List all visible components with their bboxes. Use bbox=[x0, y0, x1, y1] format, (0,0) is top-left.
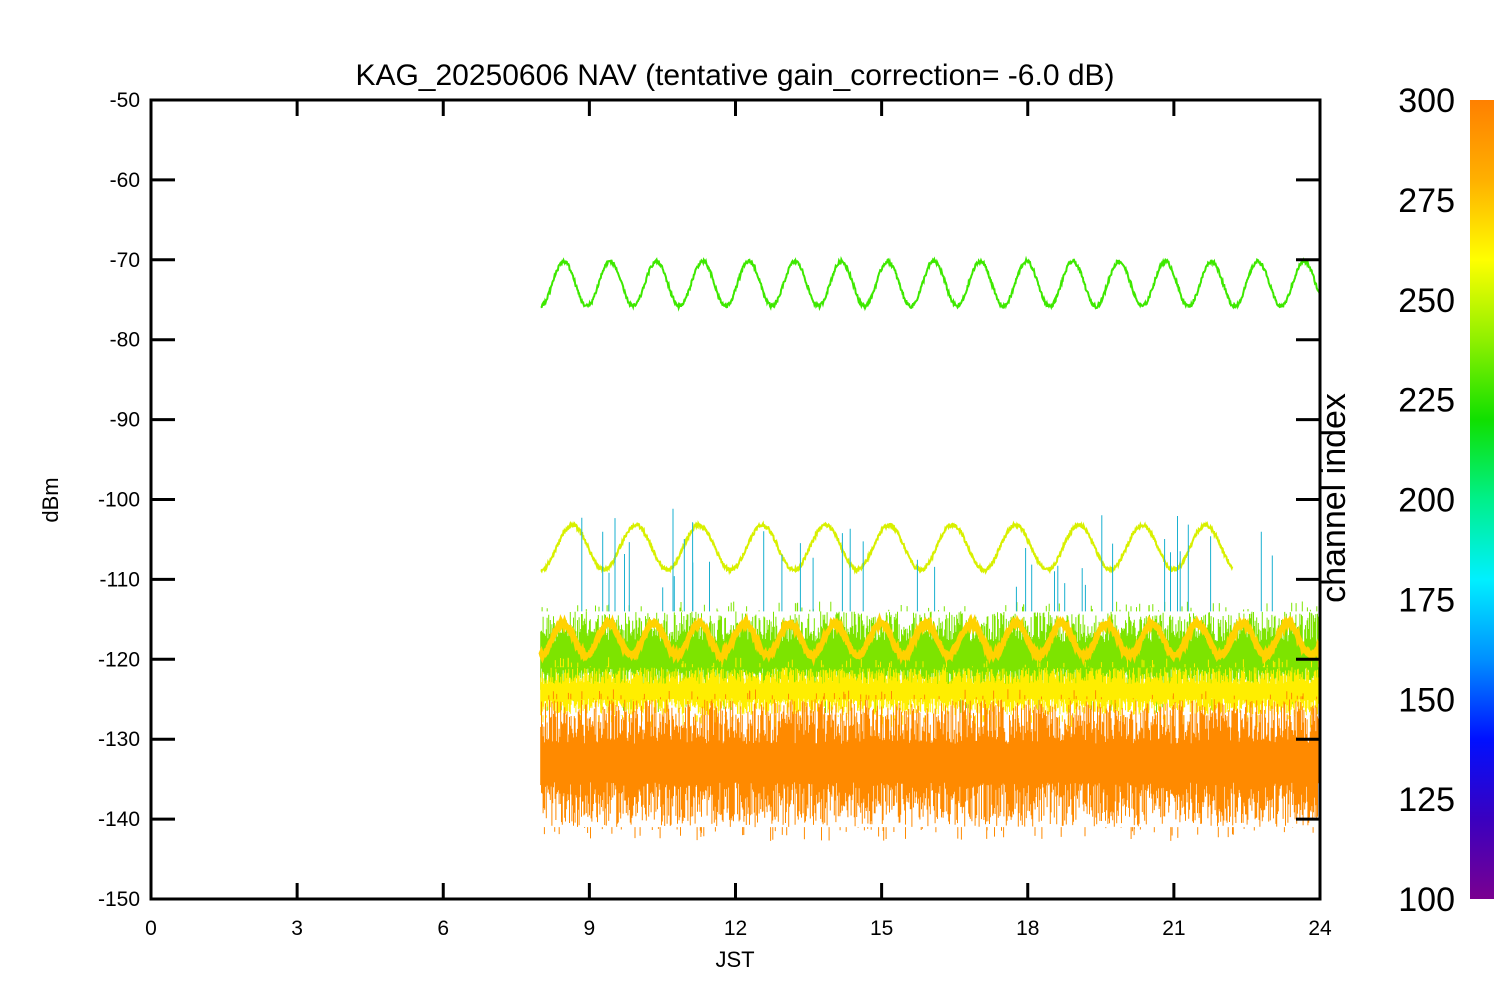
noise-outliers bbox=[543, 689, 1318, 841]
colorbar-tick-label: 275 bbox=[1398, 182, 1455, 220]
y-tick-label: -80 bbox=[110, 329, 140, 352]
x-tick-label: 18 bbox=[1016, 917, 1039, 940]
oscillating-series-0 bbox=[540, 255, 1320, 312]
x-axis-label: JST bbox=[715, 947, 754, 972]
oscillating-series-1 bbox=[540, 520, 1234, 576]
y-tick-label: -120 bbox=[98, 648, 140, 671]
colorbar-tick-label: 150 bbox=[1398, 681, 1455, 719]
y-tick-label: -140 bbox=[98, 808, 140, 831]
x-tick-label: 21 bbox=[1162, 917, 1185, 940]
colorbar-tick-label: 175 bbox=[1398, 581, 1455, 619]
x-tick-label: 0 bbox=[145, 917, 157, 940]
colorbar-tick-label: 125 bbox=[1398, 781, 1455, 819]
oscillating-series-2 bbox=[538, 612, 1320, 667]
y-axis-label: dBm bbox=[38, 477, 63, 522]
y-tick-label: -90 bbox=[110, 409, 140, 432]
y-tick-label: -70 bbox=[110, 249, 140, 272]
chart-title: KAG_20250606 NAV (tentative gain_correct… bbox=[355, 59, 1114, 92]
colorbar-label: channel index bbox=[1315, 393, 1353, 603]
y-tick-label: -60 bbox=[110, 169, 140, 192]
colorbar-tick-label: 100 bbox=[1398, 881, 1455, 919]
data-layer bbox=[538, 255, 1320, 841]
y-tick-label: -150 bbox=[98, 888, 140, 911]
x-tick-label: 3 bbox=[291, 917, 303, 940]
noise-band bbox=[540, 699, 1320, 828]
spike-series bbox=[581, 508, 1273, 612]
noise-band-series-2 bbox=[540, 689, 1320, 841]
noise-band bbox=[540, 667, 1320, 716]
x-tick-label: 24 bbox=[1308, 917, 1332, 940]
colorbar-tick-label: 300 bbox=[1398, 82, 1455, 120]
colorbar: 300 275 250 225 200 175 150 125 100 bbox=[1398, 82, 1494, 919]
y-tick-label: -50 bbox=[110, 89, 140, 112]
x-tick-label: 12 bbox=[724, 917, 747, 940]
ticks-layer: 0 3 6 9 12 15 18 21 24 -50 -60 -70 -80 -90 -100 -110 -12… bbox=[98, 89, 1332, 940]
y-tick-label: -130 bbox=[98, 728, 140, 751]
x-tick-label: 9 bbox=[584, 917, 596, 940]
noise-band bbox=[540, 611, 1320, 700]
x-tick-label: 15 bbox=[870, 917, 893, 940]
y-tick-label: -100 bbox=[98, 489, 140, 512]
x-tick-label: 6 bbox=[437, 917, 449, 940]
colorbar-gradient bbox=[1470, 100, 1494, 899]
y-tick-label: -110 bbox=[100, 568, 140, 591]
colorbar-tick-label: 225 bbox=[1398, 382, 1455, 420]
colorbar-tick-label: 200 bbox=[1398, 482, 1455, 520]
colorbar-tick-label: 250 bbox=[1398, 282, 1455, 320]
